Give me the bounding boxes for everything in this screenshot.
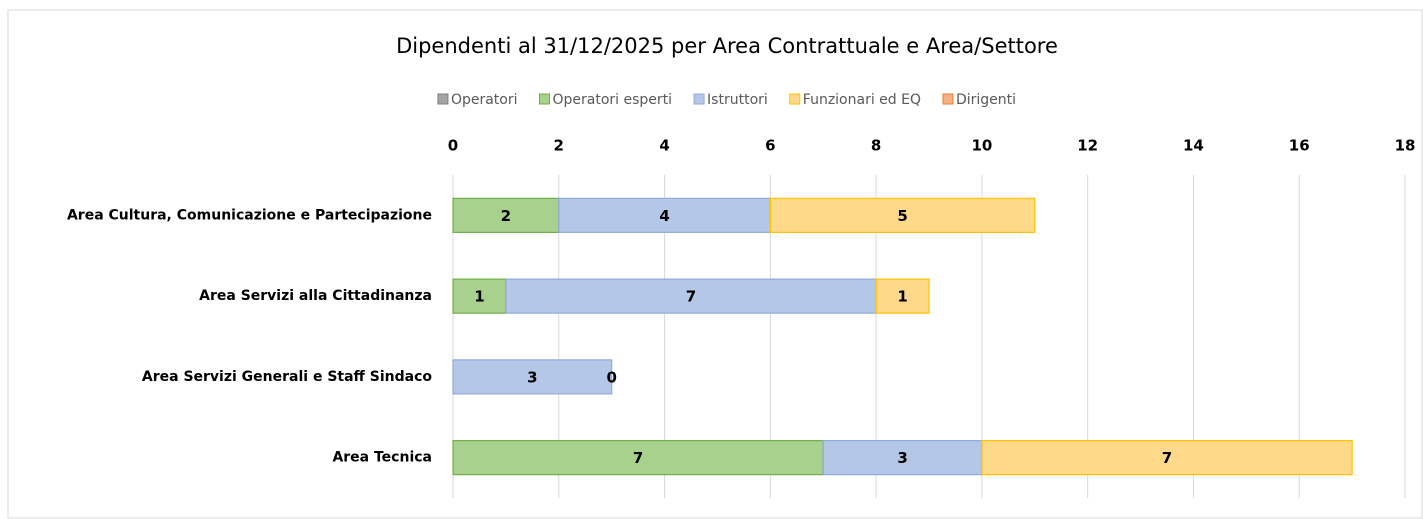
- bar-segment: [452, 197, 560, 233]
- x-tick-label: 0: [448, 137, 458, 155]
- legend-swatch: [437, 93, 449, 105]
- chart-title: Dipendenti al 31/12/2025 per Area Contra…: [396, 34, 1058, 58]
- bar-segment: [558, 197, 771, 233]
- chart-frame: [7, 9, 1423, 519]
- legend-item: Dirigenti: [942, 92, 1016, 108]
- legend-label: Istruttori: [707, 92, 768, 108]
- data-label: 5: [897, 207, 907, 225]
- bar-segment: [875, 278, 930, 314]
- bar-segment: [505, 278, 877, 314]
- x-tick-label: 4: [659, 137, 669, 155]
- data-label: 3: [527, 368, 537, 386]
- legend-swatch: [693, 93, 705, 105]
- x-tick-label: 16: [1289, 137, 1310, 155]
- x-tick-label: 14: [1183, 137, 1204, 155]
- legend-label: Operatori esperti: [553, 92, 673, 108]
- data-label: 2: [501, 207, 511, 225]
- legend-item: Operatori: [437, 92, 518, 108]
- bar-segment: [769, 197, 1036, 233]
- y-tick-label: Area Cultura, Comunicazione e Partecipaz…: [67, 207, 432, 223]
- data-label: 3: [897, 449, 907, 467]
- legend-label: Funzionari ed EQ: [803, 92, 921, 108]
- bar-segment: [452, 440, 824, 476]
- legend-label: Operatori: [451, 92, 518, 108]
- legend-label: Dirigenti: [956, 92, 1016, 108]
- data-label: 0: [606, 368, 616, 386]
- bar-segment: [981, 440, 1353, 476]
- legend-swatch: [539, 93, 550, 105]
- data-label: 7: [633, 449, 643, 467]
- bar-segment: [452, 359, 613, 395]
- x-tick-label: 2: [554, 137, 564, 155]
- y-tick-label: Area Servizi alla Cittadinanza: [199, 288, 432, 304]
- y-tick-label: Area Servizi Generali e Staff Sindaco: [142, 369, 432, 385]
- data-label: 4: [659, 207, 669, 225]
- x-tick-label: 10: [971, 137, 992, 155]
- x-tick-label: 8: [871, 137, 881, 155]
- x-tick-label: 12: [1077, 137, 1098, 155]
- y-tick-label: Area Tecnica: [332, 450, 432, 466]
- legend-swatch: [942, 93, 954, 105]
- legend-item: Funzionari ed EQ: [789, 92, 921, 108]
- data-label: 1: [897, 288, 907, 306]
- x-tick-label: 18: [1395, 137, 1416, 155]
- data-label: 7: [1162, 449, 1172, 467]
- data-label: 7: [686, 288, 696, 306]
- x-tick-label: 6: [765, 137, 775, 155]
- bar-segment: [822, 440, 983, 476]
- data-label: 1: [474, 288, 484, 306]
- legend-swatch: [789, 93, 801, 105]
- legend-item: Istruttori: [693, 92, 768, 108]
- legend-item: Operatori esperti: [539, 92, 673, 108]
